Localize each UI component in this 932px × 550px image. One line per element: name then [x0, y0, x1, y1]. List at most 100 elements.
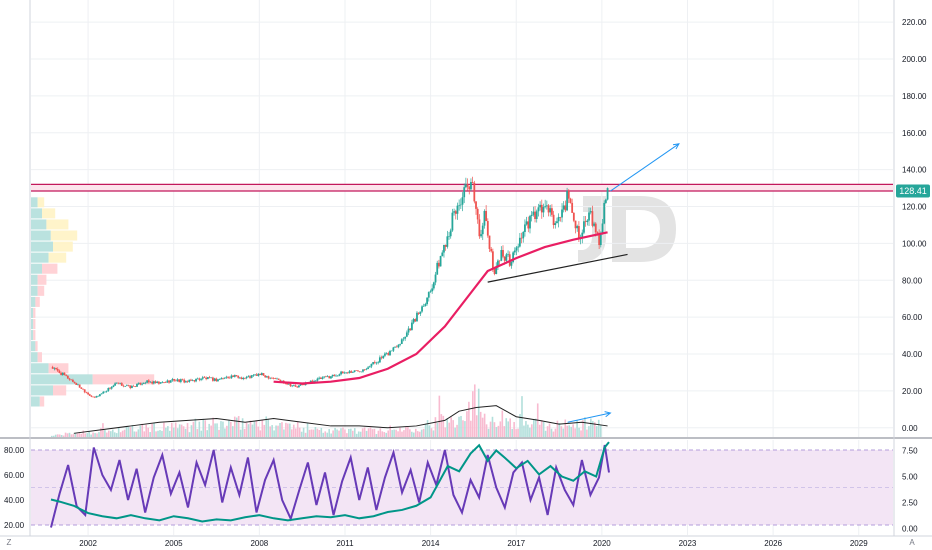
- candle-body: [66, 375, 69, 379]
- volume-bar: [491, 416, 494, 437]
- candle-body: [375, 362, 378, 364]
- volume-bar: [564, 419, 567, 437]
- corner-buttons[interactable]: Z A: [7, 538, 916, 547]
- candle-body: [544, 206, 547, 208]
- profile-down-bar: [46, 219, 69, 230]
- volume-bar: [121, 430, 124, 437]
- volume-bar: [393, 429, 395, 437]
- candle-body: [105, 390, 108, 392]
- candle-body: [557, 216, 560, 222]
- candle-body: [316, 378, 319, 381]
- candle-body: [92, 396, 95, 398]
- candle-body: [357, 370, 359, 372]
- volume-bar: [216, 423, 218, 437]
- resistance-lines[interactable]: [31, 183, 893, 192]
- time-tick-label: 2017: [507, 539, 525, 548]
- volume-bar: [206, 430, 209, 437]
- volume-bar: [265, 416, 268, 437]
- candle-body: [572, 212, 575, 221]
- candle-body: [158, 381, 160, 384]
- candle-body: [249, 376, 251, 378]
- candle-body: [127, 385, 130, 386]
- volume-bar: [442, 415, 445, 437]
- candle-body: [517, 246, 520, 248]
- candle-body: [193, 380, 196, 382]
- candle-body: [402, 338, 405, 340]
- candle-body: [500, 250, 503, 261]
- price-tick-label: 0.00: [902, 424, 918, 433]
- candle-body: [581, 232, 584, 239]
- volume-bar: [472, 391, 474, 437]
- candle-body: [365, 368, 368, 370]
- candle-body: [346, 372, 349, 374]
- candle-body: [267, 376, 270, 379]
- candle-body: [353, 370, 356, 372]
- candle-body: [61, 372, 64, 375]
- watermark-letter-d: [612, 196, 676, 262]
- candle-body: [55, 367, 57, 369]
- candle-body: [109, 388, 111, 389]
- volume-bar: [511, 429, 513, 437]
- volume-bar: [529, 427, 531, 437]
- volume-bar: [153, 422, 155, 437]
- candle-body: [422, 305, 425, 307]
- volume-bar: [371, 429, 374, 437]
- volume-bar: [523, 425, 525, 437]
- drawings[interactable]: [73, 143, 680, 434]
- candle-body: [470, 182, 472, 190]
- volume-bar: [479, 411, 482, 437]
- indicator-right-tick: 5.00: [902, 473, 918, 482]
- corner-z-button[interactable]: Z: [7, 538, 12, 547]
- candle-body: [503, 256, 506, 261]
- volume-bar: [188, 432, 191, 437]
- volume-bar: [294, 428, 297, 437]
- volume-bar: [155, 431, 157, 437]
- volume-bar: [54, 434, 57, 437]
- candle-body: [351, 371, 354, 373]
- candle-body: [350, 371, 353, 373]
- volume-bar: [298, 427, 301, 437]
- volume-arrow-head: [604, 411, 612, 418]
- support-trendline: [487, 253, 628, 283]
- profile-down-bar: [33, 318, 36, 330]
- volume-bar: [580, 430, 582, 437]
- candle-body: [564, 205, 567, 211]
- volume-bar: [190, 425, 193, 437]
- candle-body: [539, 204, 542, 208]
- volume-bar: [141, 423, 144, 437]
- volume-bar: [314, 426, 317, 437]
- candle-body: [411, 322, 413, 330]
- candle-body: [552, 214, 555, 226]
- candle-body: [152, 381, 155, 384]
- corner-a-button[interactable]: A: [909, 538, 915, 547]
- profile-down-bar: [53, 385, 67, 396]
- candle-body: [227, 376, 229, 378]
- volume-bar: [334, 427, 336, 437]
- volume-bar: [586, 429, 588, 437]
- candle-body: [195, 378, 197, 382]
- candle-body: [502, 250, 504, 257]
- volume-bar: [552, 431, 555, 437]
- candle-body: [378, 357, 381, 363]
- candle-body: [330, 376, 332, 379]
- volume-bar: [542, 421, 545, 437]
- volume-bar: [351, 430, 354, 437]
- time-tick-label: 2008: [250, 539, 268, 548]
- profile-up-bar: [31, 274, 38, 285]
- candle-body: [549, 208, 552, 213]
- indicator-right-tick: 7.50: [902, 446, 918, 455]
- candle-body: [416, 312, 418, 322]
- volume-bar: [220, 421, 222, 437]
- volume-bar: [340, 428, 342, 437]
- volume-bar: [332, 430, 334, 437]
- candle-body: [569, 198, 572, 203]
- candle-body: [215, 378, 218, 382]
- volume-bar: [212, 417, 214, 437]
- candle-body: [431, 288, 434, 292]
- candle-body: [561, 209, 563, 218]
- candle-body: [159, 382, 162, 384]
- candle-body: [196, 378, 199, 380]
- volume-bar: [326, 432, 329, 437]
- candle-body: [459, 204, 462, 206]
